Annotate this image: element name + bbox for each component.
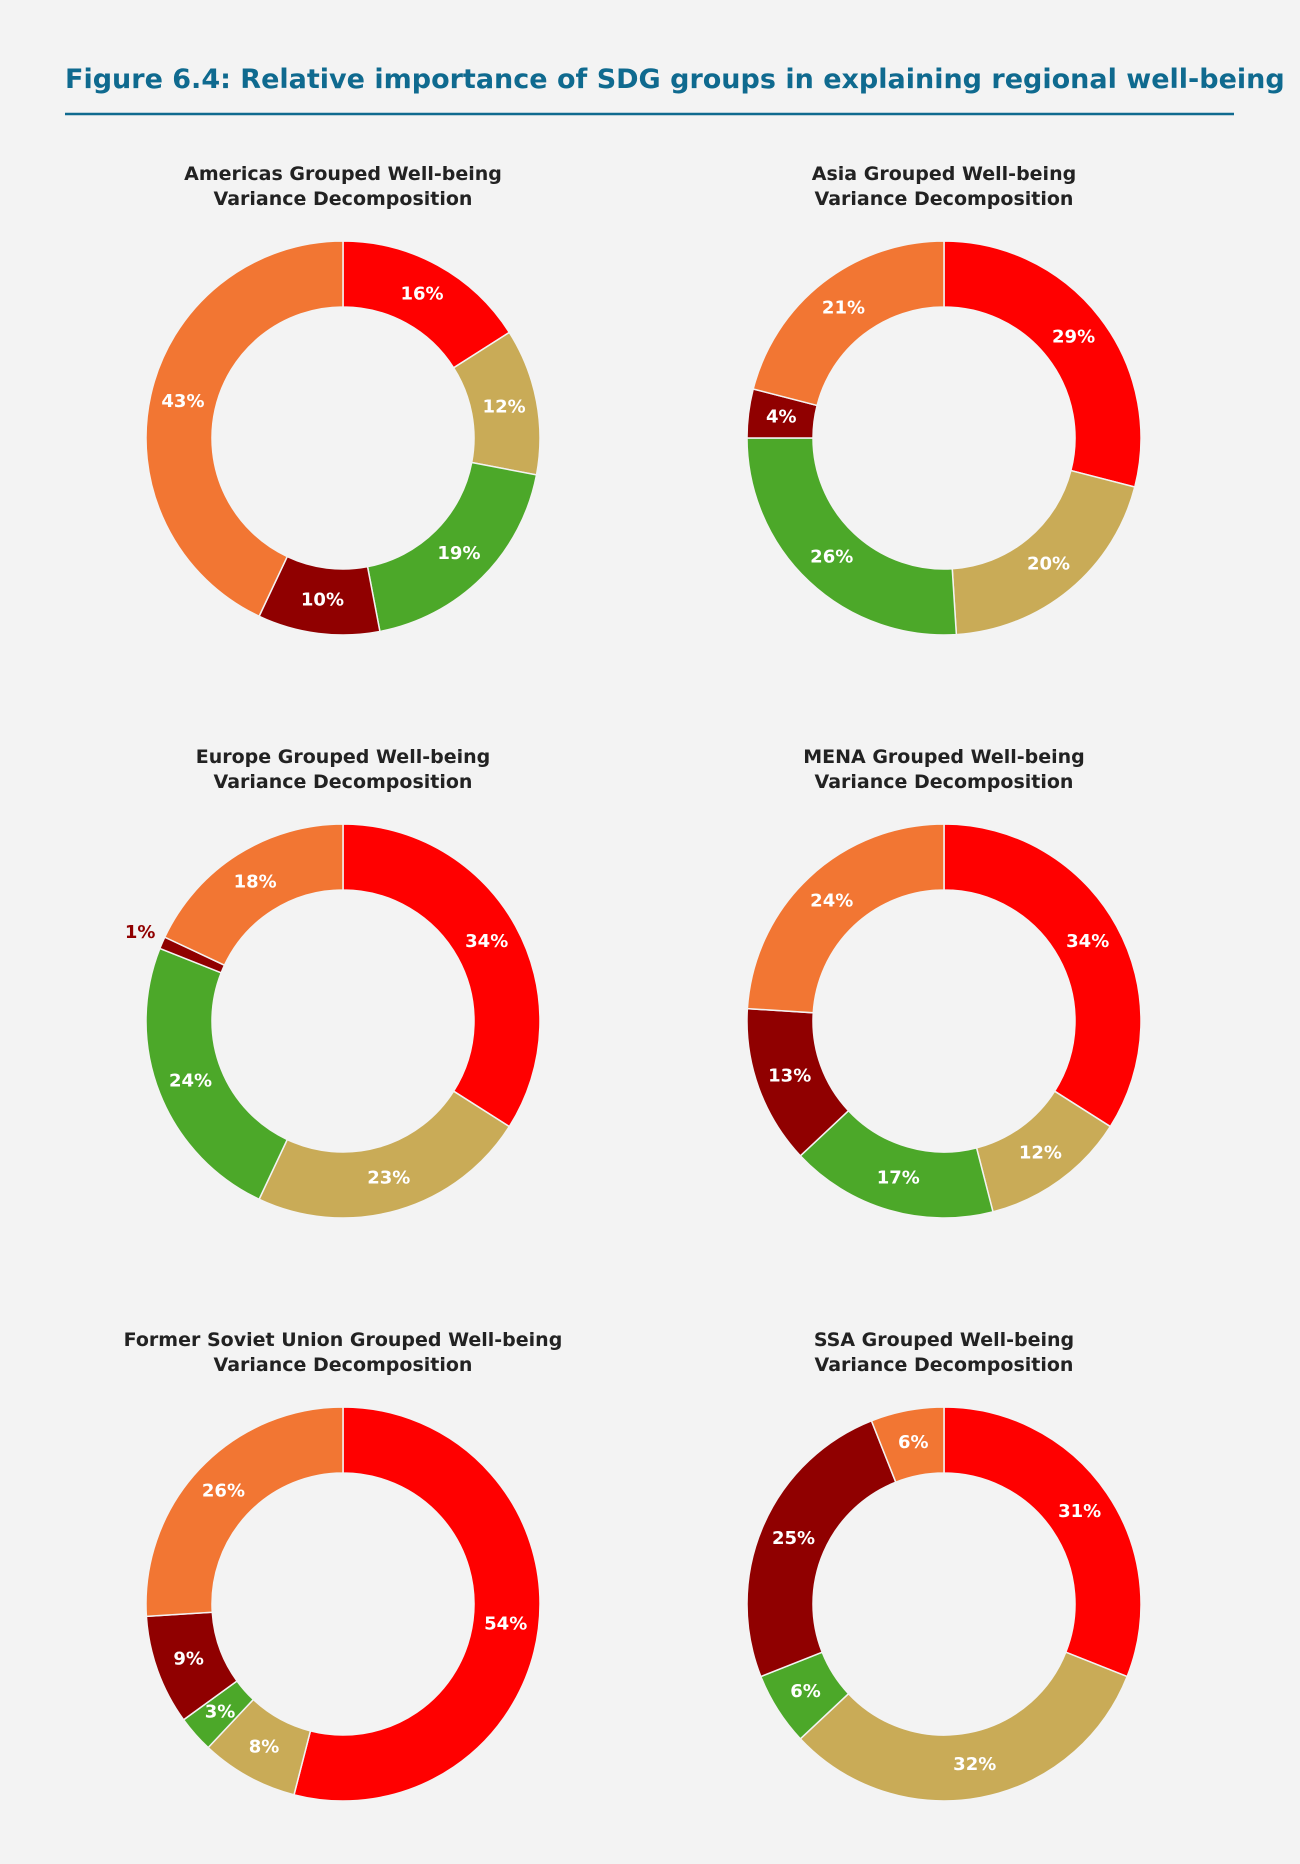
value-label: 4% [766,406,797,427]
value-label: 6% [790,1681,821,1702]
chart-title: Asia Grouped Well-being [812,163,1076,185]
donut-slice [943,1406,1142,1678]
value-label: 1% [125,922,156,943]
value-label: 32% [953,1754,996,1775]
value-label: 24% [810,890,853,911]
chart-title: Americas Grouped Well-being [184,163,502,185]
donut-slice [258,1090,511,1219]
donut-slice [746,823,945,1014]
donut-slice [145,1406,344,1618]
donut-slice [342,823,541,1128]
value-label: 6% [898,1432,929,1453]
donut-slice [746,437,958,636]
value-label: 10% [301,590,344,611]
value-label: 19% [437,543,480,564]
value-label: 24% [169,1070,212,1091]
chart-title: Variance Decomposition [214,188,473,210]
value-label: 54% [484,1614,527,1635]
figure-title: Figure 6.4: Relative importance of SDG g… [65,64,1285,95]
value-label: 34% [465,931,508,952]
donut-slice [799,1651,1129,1802]
value-label: 8% [249,1737,280,1758]
chart-title: Former Soviet Union Grouped Well-being [124,1329,563,1351]
value-label: 31% [1058,1501,1101,1522]
value-label: 26% [810,547,853,568]
value-label: 9% [173,1649,204,1670]
donut-slice [870,1406,945,1484]
value-label: 12% [1019,1143,1062,1164]
value-label: 16% [400,283,443,304]
value-label: 17% [877,1167,920,1188]
value-label: 34% [1066,931,1109,952]
value-label: 29% [1052,326,1095,347]
donut-slice [943,240,1142,488]
chart-title: Variance Decomposition [815,771,1074,793]
chart-title: SSA Grouped Well-being [814,1329,1074,1351]
chart-title: Variance Decomposition [815,188,1074,210]
value-label: 12% [483,396,526,417]
chart-title: Variance Decomposition [214,1354,473,1376]
donut-slice [943,823,1142,1128]
donut-slice [293,1406,541,1802]
value-label: 18% [234,872,277,893]
value-label: 13% [768,1066,811,1087]
value-label: 20% [1027,553,1070,574]
value-label: 25% [772,1528,815,1549]
value-label: 3% [205,1701,236,1722]
chart-title: MENA Grouped Well-being [803,746,1085,768]
donut-slice [163,823,344,967]
donut-slice [752,240,945,407]
value-label: 21% [822,297,865,318]
value-label: 23% [367,1167,410,1188]
donut-slice [145,240,344,618]
chart-title: Variance Decomposition [214,771,473,793]
chart-title: Variance Decomposition [815,1354,1074,1376]
chart-title: Europe Grouped Well-being [196,746,490,768]
value-label: 26% [202,1481,245,1502]
donut-slice [145,947,289,1201]
value-label: 43% [161,391,204,412]
donut-slice [746,1419,897,1678]
